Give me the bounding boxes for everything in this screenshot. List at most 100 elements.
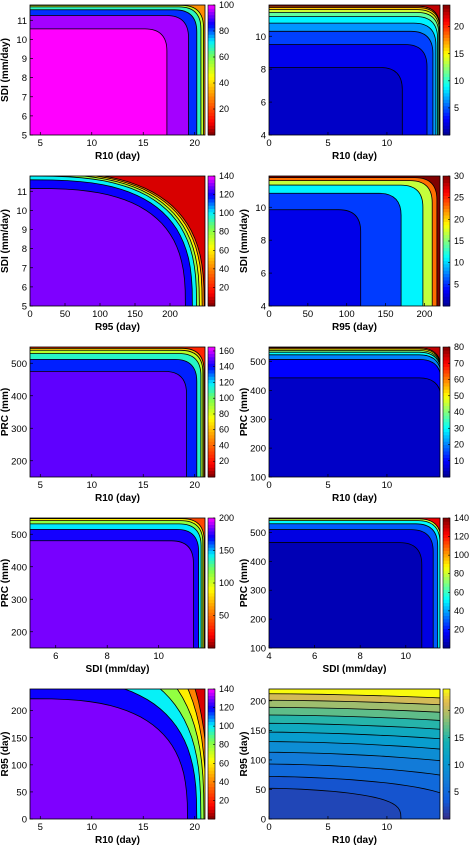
colorbar-segment bbox=[443, 221, 450, 226]
colorbar-segment bbox=[208, 234, 215, 239]
colorbar-tick-label: 5 bbox=[454, 787, 459, 797]
colorbar-segment bbox=[208, 189, 215, 193]
colorbar-frame bbox=[207, 175, 216, 307]
colorbar-segment bbox=[208, 369, 215, 374]
colorbar-tick-label: 40 bbox=[219, 777, 229, 787]
contour-level bbox=[30, 540, 194, 648]
contour-level bbox=[269, 67, 403, 135]
colorbar-segment bbox=[208, 250, 215, 255]
colorbar-segment bbox=[208, 754, 215, 758]
colorbar-segment bbox=[443, 557, 450, 561]
y-tick-label: 500 bbox=[11, 359, 27, 370]
colorbar-segment bbox=[208, 218, 215, 222]
y-axis-label: PRC (mm) bbox=[0, 559, 11, 607]
colorbar-tick-label: 40 bbox=[219, 440, 229, 450]
contour-region bbox=[269, 689, 440, 819]
contour-level bbox=[269, 209, 362, 306]
colorbar-segment bbox=[208, 386, 215, 390]
x-tick-label: 15 bbox=[138, 138, 149, 149]
contour-region bbox=[269, 518, 440, 648]
colorbar-segment bbox=[208, 286, 215, 291]
colorbar-segment bbox=[208, 547, 215, 551]
colorbar-segment bbox=[208, 179, 215, 183]
contour-region bbox=[269, 5, 440, 135]
x-axis-label: SDI (mm/day) bbox=[86, 664, 150, 675]
colorbar: 20 40 60 80 100 120 140 bbox=[207, 684, 234, 820]
colorbar-segment bbox=[208, 441, 215, 445]
y-tick-label: 400 bbox=[11, 391, 27, 402]
colorbar-segment bbox=[443, 812, 450, 817]
x-axis-label: R10 (day) bbox=[95, 835, 140, 846]
colorbar-segment bbox=[208, 447, 215, 452]
colorbar-segment bbox=[208, 534, 215, 538]
colorbar-segment bbox=[208, 615, 215, 620]
y-tick-label: 100 bbox=[11, 760, 27, 771]
colorbar: 20 40 60 80 100 bbox=[207, 0, 234, 136]
colorbar-segment bbox=[208, 438, 215, 442]
colorbar-segment bbox=[443, 8, 450, 12]
colorbar-segment bbox=[443, 192, 450, 196]
x-axis-label: R10 (day) bbox=[332, 835, 377, 846]
colorbar-segment bbox=[208, 176, 215, 180]
colorbar-tick-label: 20 bbox=[454, 706, 464, 716]
y-axis-label: SDI (mm/day) bbox=[239, 209, 250, 273]
colorbar-tick-label: 120 bbox=[219, 377, 234, 387]
x-tick-label: 150 bbox=[378, 309, 394, 320]
colorbar-tick-label: 10 bbox=[454, 258, 464, 268]
colorbar-segment bbox=[208, 428, 215, 432]
colorbar-segment bbox=[443, 250, 450, 255]
colorbar-tick-label: 140 bbox=[219, 171, 234, 181]
colorbar-segment bbox=[208, 215, 215, 219]
y-tick-label: 8 bbox=[261, 65, 266, 76]
colorbar-segment bbox=[208, 573, 215, 577]
colorbar-segment bbox=[443, 728, 450, 732]
colorbar-segment bbox=[443, 776, 450, 781]
colorbar-segment bbox=[443, 112, 450, 116]
colorbar-segment bbox=[443, 257, 450, 261]
y-tick-label: 11 bbox=[17, 16, 27, 27]
colorbar-segment bbox=[443, 534, 450, 538]
y-tick-label: 8 bbox=[261, 236, 266, 247]
colorbar-segment bbox=[208, 128, 215, 133]
y-tick-label: 150 bbox=[11, 733, 27, 744]
plot-frame bbox=[29, 688, 206, 820]
plot-frame bbox=[268, 688, 441, 820]
colorbar-segment bbox=[443, 44, 450, 48]
colorbar-tick-label: 120 bbox=[219, 703, 234, 713]
colorbar-segment bbox=[443, 350, 450, 354]
colorbar-segment bbox=[443, 195, 450, 200]
panel-3: 0 50 100 150 200 5 6 7 8 9 10 11 R95 (day) SDI (mm/da… bbox=[0, 171, 234, 333]
colorbar-tick-label: 20 bbox=[454, 22, 464, 32]
colorbar-segment bbox=[208, 198, 215, 203]
y-tick-label: 500 bbox=[11, 530, 27, 541]
plot-frame bbox=[268, 175, 441, 307]
x-axis-label: R95 (day) bbox=[95, 322, 140, 333]
colorbar-segment bbox=[443, 718, 450, 722]
colorbar-segment bbox=[443, 73, 450, 77]
colorbar-segment bbox=[443, 631, 450, 636]
colorbar-segment bbox=[208, 641, 215, 646]
colorbar-segment bbox=[443, 521, 450, 525]
x-tick-label: 20 bbox=[189, 822, 200, 833]
colorbar-segment bbox=[443, 24, 450, 29]
x-axis-label: R95 (day) bbox=[332, 322, 377, 333]
colorbar-segment bbox=[208, 786, 215, 791]
colorbar-segment bbox=[443, 402, 450, 406]
colorbar-segment bbox=[208, 415, 215, 419]
plot-frame bbox=[268, 4, 441, 136]
colorbar-segment bbox=[208, 527, 215, 532]
colorbar-tick-label: 80 bbox=[454, 569, 464, 579]
colorbar-segment bbox=[208, 379, 215, 384]
colorbar-segment bbox=[208, 596, 215, 600]
colorbar-tick-label: 80 bbox=[454, 342, 464, 352]
colorbar-tick-label: 80 bbox=[219, 740, 229, 750]
colorbar-segment bbox=[443, 392, 450, 397]
colorbar-segment bbox=[208, 27, 215, 32]
colorbar-segment bbox=[443, 40, 450, 45]
colorbar-segment bbox=[208, 211, 215, 216]
colorbar-segment bbox=[208, 724, 215, 729]
panel-6: 0 5 10 100 200 300 400 500 R10 (day) PRC (mm) 10 20… bbox=[239, 342, 464, 504]
colorbar-segment bbox=[208, 773, 215, 778]
colorbar-segment bbox=[208, 195, 215, 200]
